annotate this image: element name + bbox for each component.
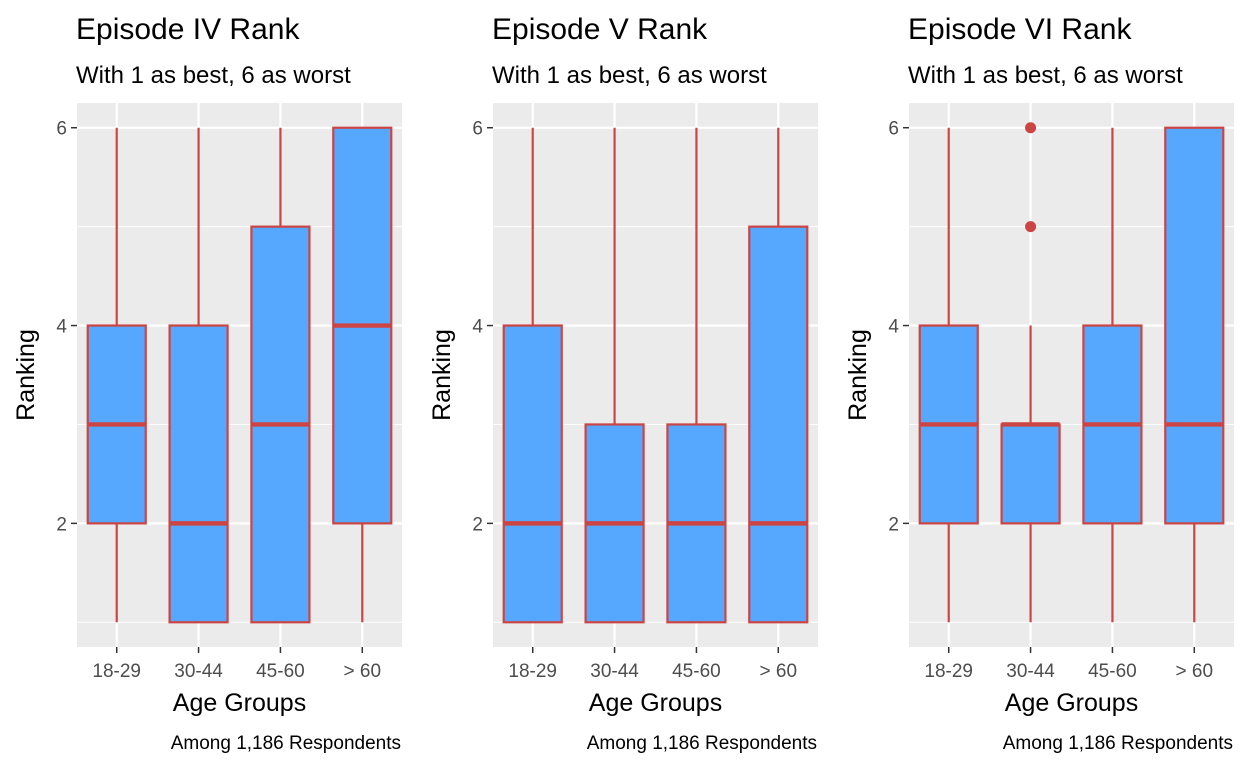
outlier-point <box>1025 122 1037 134</box>
box-18-29 <box>918 127 979 623</box>
box-18-29 <box>86 127 147 623</box>
y-tick-label: 6 <box>472 119 483 140</box>
box-body <box>502 324 563 624</box>
y-axis-title: Ranking <box>844 329 872 421</box>
box-18-29 <box>502 127 563 624</box>
x-tick-label: 45-60 <box>256 661 305 682</box>
y-tick-label: 2 <box>472 514 483 535</box>
chart-subtitle: With 1 as best, 6 as worst <box>492 62 767 89</box>
box-> 60 <box>748 127 809 624</box>
chart-title: Episode IV Rank <box>76 13 300 46</box>
y-tick-label: 4 <box>472 317 483 338</box>
y-tick-label: 4 <box>888 317 899 338</box>
box-30-44 <box>168 127 229 624</box>
box-body <box>1000 423 1061 525</box>
chart-caption: Among 1,186 Respondents <box>1003 733 1233 754</box>
x-axis-title: Age Groups <box>1005 689 1138 717</box>
panel-2: Episode V Rank With 1 as best, 6 as worst… <box>428 13 818 754</box>
y-tick-label: 4 <box>56 317 67 338</box>
box-30-44 <box>1000 122 1061 623</box>
panel-1: Episode IV Rank With 1 as best, 6 as wors… <box>12 13 402 754</box>
x-tick-label: 30-44 <box>1006 661 1055 682</box>
x-axis-title: Age Groups <box>173 689 306 717</box>
x-tick-label: 18-29 <box>924 661 973 682</box>
x-tick-label: 45-60 <box>672 661 721 682</box>
x-tick-label: 30-44 <box>174 661 223 682</box>
x-tick-label: 18-29 <box>92 661 141 682</box>
chart-title: Episode VI Rank <box>908 13 1132 46</box>
chart-caption: Among 1,186 Respondents <box>171 733 401 754</box>
y-axis-title: Ranking <box>428 329 456 421</box>
box-45-60 <box>1082 127 1143 623</box>
chart-caption: Among 1,186 Respondents <box>587 733 817 754</box>
box-body <box>168 324 229 624</box>
x-tick-label: > 60 <box>344 661 382 682</box>
x-tick-label: > 60 <box>1176 661 1214 682</box>
y-tick-label: 2 <box>888 514 899 535</box>
x-tick-label: 45-60 <box>1088 661 1137 682</box>
chart-subtitle: With 1 as best, 6 as worst <box>908 62 1183 89</box>
box-45-60 <box>666 127 727 624</box>
y-tick-label: 6 <box>56 119 67 140</box>
panel-3: Episode VI Rank With 1 as best, 6 as wors… <box>844 13 1234 754</box>
x-tick-label: 30-44 <box>590 661 639 682</box>
box-body <box>748 225 809 624</box>
box-> 60 <box>1164 126 1225 623</box>
box-body <box>1164 126 1225 525</box>
x-tick-label: > 60 <box>760 661 798 682</box>
x-axis-title: Age Groups <box>589 689 722 717</box>
chart-title: Episode V Rank <box>492 13 708 46</box>
y-tick-label: 6 <box>888 119 899 140</box>
box-30-44 <box>584 127 645 624</box>
y-tick-label: 2 <box>56 514 67 535</box>
chart-subtitle: With 1 as best, 6 as worst <box>76 62 351 89</box>
x-tick-label: 18-29 <box>508 661 557 682</box>
outlier-point <box>1025 221 1037 233</box>
y-axis-title: Ranking <box>12 329 40 421</box>
box-> 60 <box>332 126 393 623</box>
box-45-60 <box>250 127 311 624</box>
